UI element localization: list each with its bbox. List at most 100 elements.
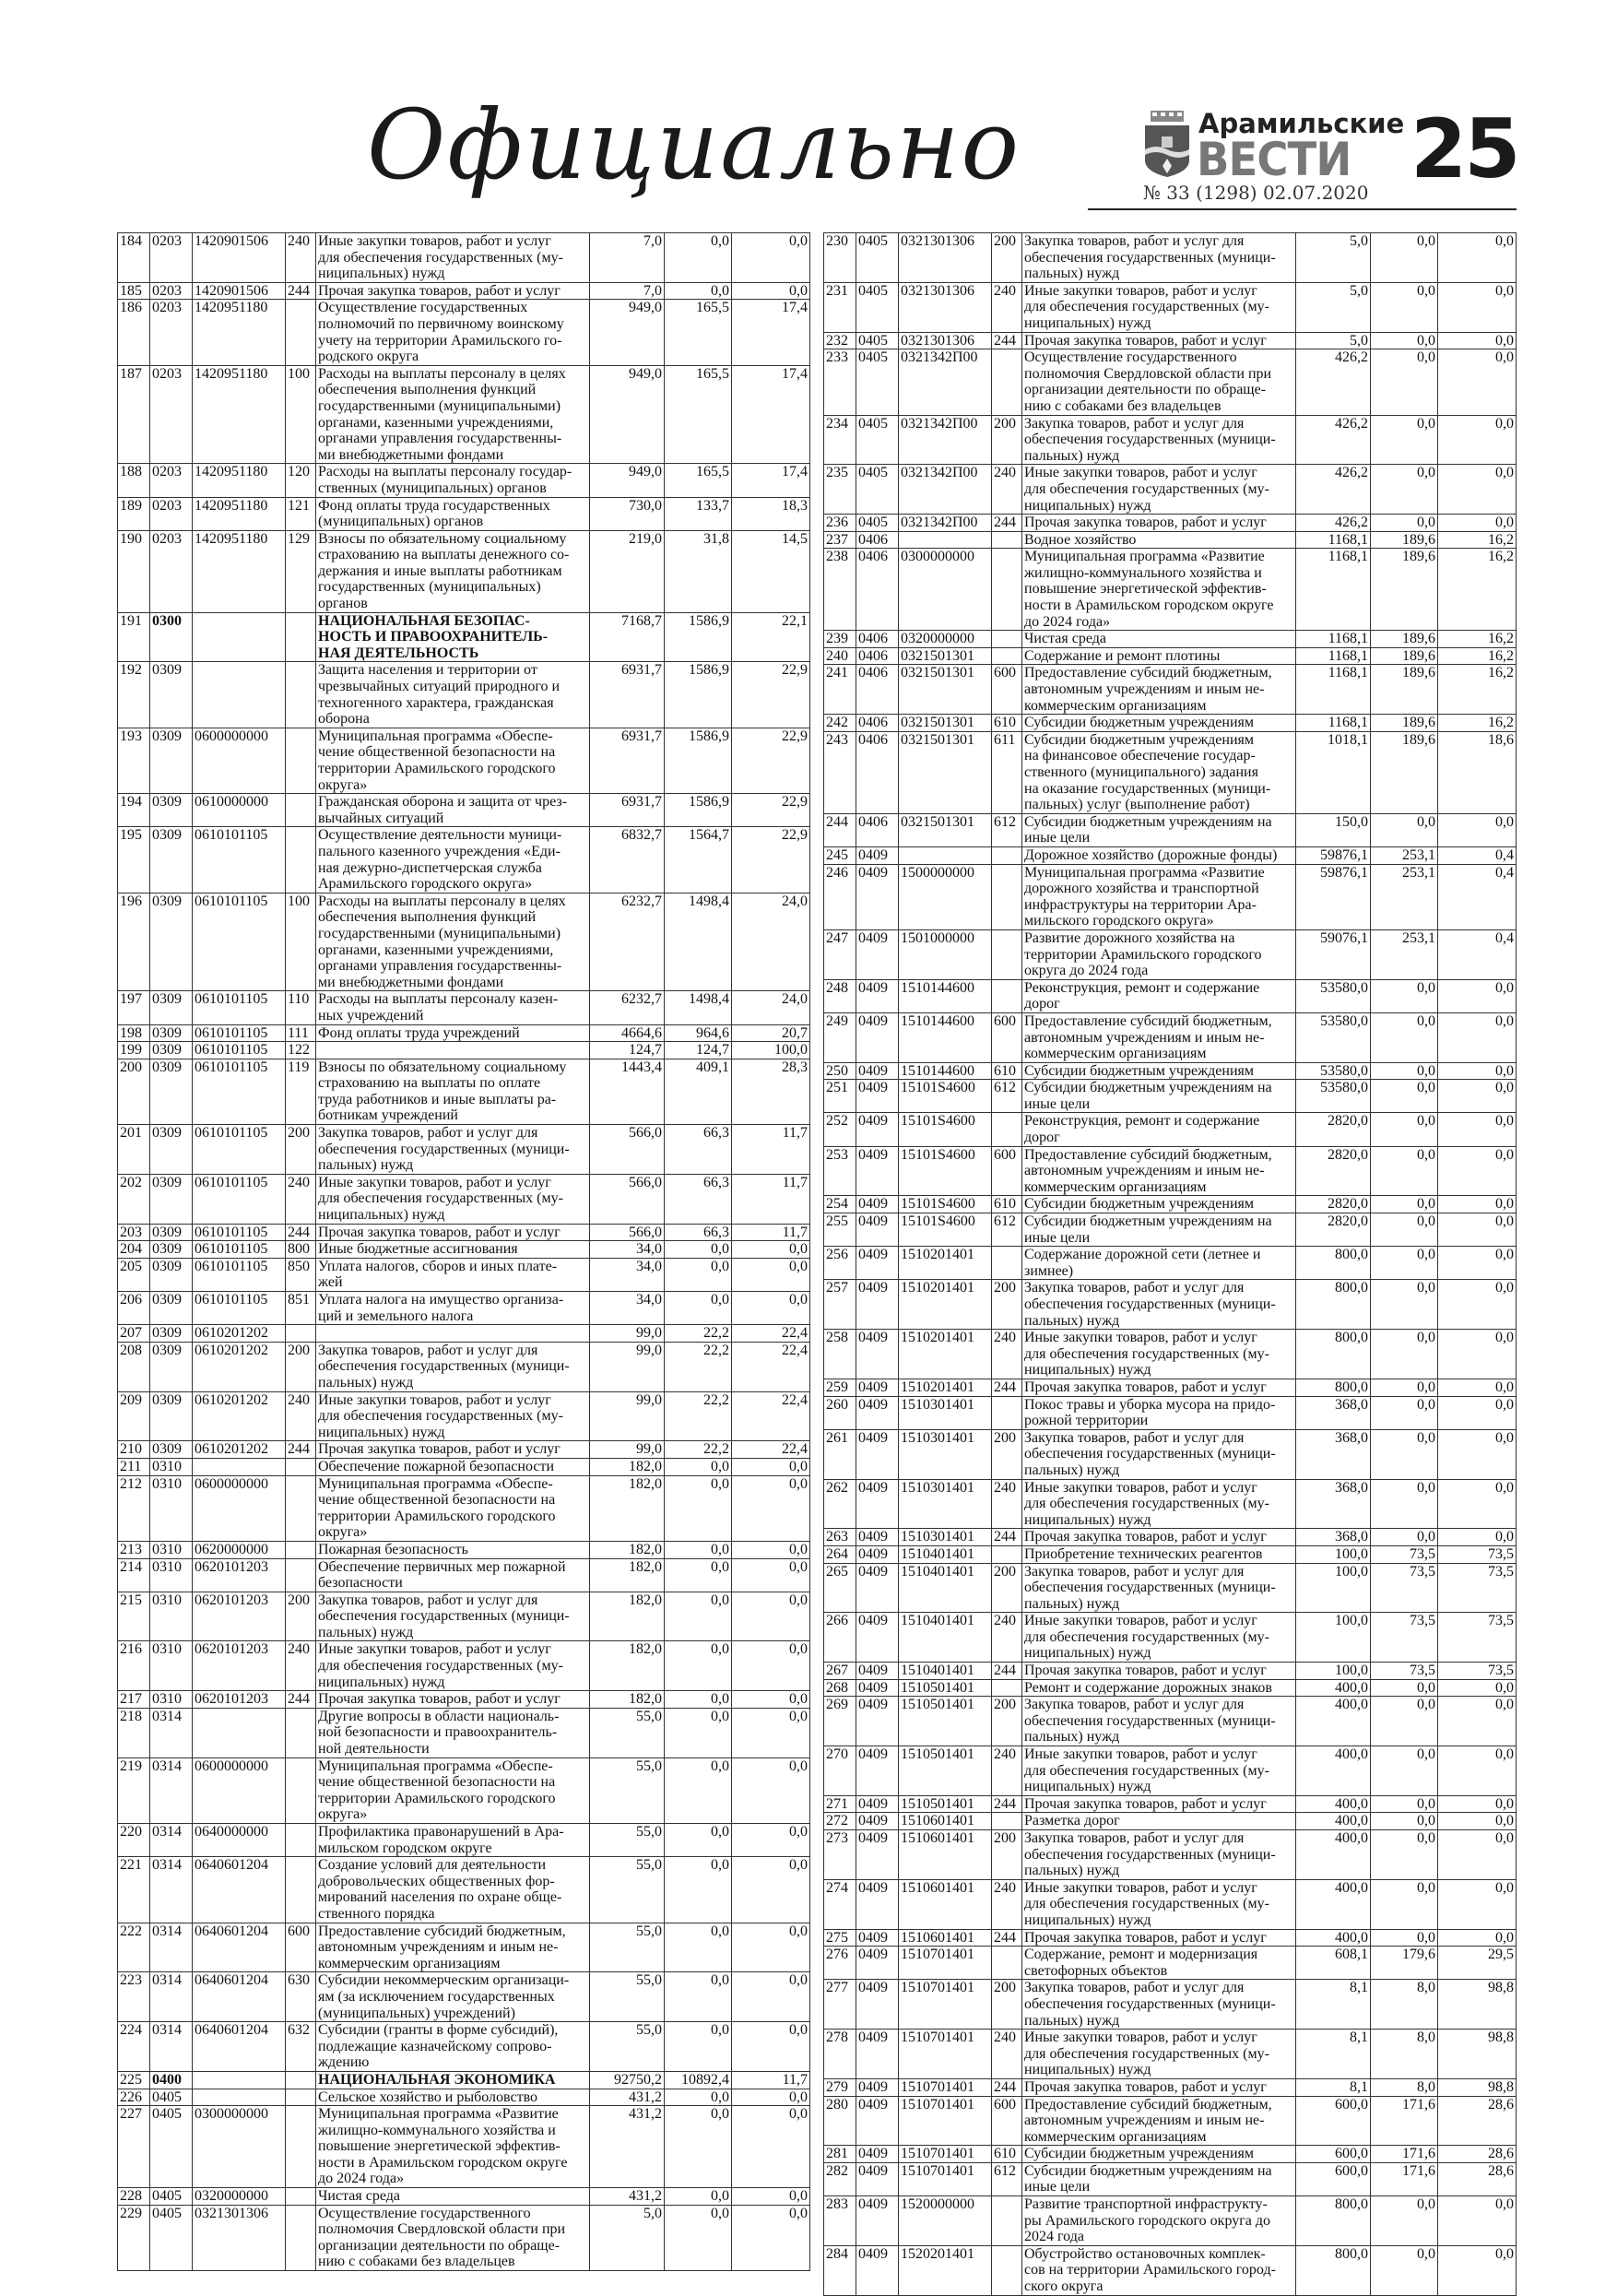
executed-amount: 1586,9 [664,793,732,828]
table-row: 206 0309 0610101105 851 Уплата налога на иму… [117,1290,810,1326]
execution-percent: 0,0 [731,1707,810,1758]
table-row: 228 0405 0320000000 Чистая среда 431,2 0,0 0,0 [117,2187,810,2206]
execution-percent: 24,0 [731,990,810,1025]
row-number: 243 [823,730,856,814]
item-name: Содержание, ремонт и модернизация светоф… [1021,1946,1296,1981]
item-name: Прочая закупка товаров, работ и услуг [1021,331,1296,350]
item-name: Предоставление субсидий бюджетным, автон… [315,1922,590,1973]
executed-amount: 0,0 [1370,414,1438,466]
planned-amount: 368,0 [1295,1395,1371,1430]
row-number: 232 [823,331,856,350]
executed-amount: 0,0 [664,2204,732,2272]
item-name: Субсидии некоммерческим организаци- ям (… [315,1971,590,2023]
row-number: 258 [823,1329,856,1379]
target-article-code: 1510201401 [898,1279,992,1331]
expense-type-code [991,1395,1022,1430]
section-code: 0309 [149,1324,193,1343]
planned-amount: 182,0 [589,1640,665,1692]
item-name: Субсидии бюджетным учреждениям на финанс… [1021,730,1296,814]
table-row: 222 0314 0640601204 600 Предоставление субси… [117,1922,810,1973]
execution-percent: 17,4 [731,463,810,498]
item-name: Муниципальная программа «Обеспе- чение о… [315,727,590,795]
executed-amount: 0,0 [664,1290,732,1326]
planned-amount: 1168,1 [1295,664,1371,716]
target-article-code [192,661,286,728]
execution-percent: 0,0 [1437,281,1517,333]
item-name: Расходы на выплаты персоналу казен- ных … [315,990,590,1025]
expense-type-code [991,548,1022,632]
executed-amount: 0,0 [1370,1246,1438,1281]
executed-amount: 171,6 [1370,2161,1438,2197]
item-name: Обеспечение пожарной безопасности [315,1457,590,1476]
planned-amount: 2820,0 [1295,1195,1371,1214]
expense-type-code [285,1757,316,1825]
planned-amount: 182,0 [589,1540,665,1559]
row-number: 193 [117,727,150,795]
expense-type-code: 240 [285,1391,316,1442]
row-number: 195 [117,826,150,894]
executed-amount: 0,0 [664,1591,732,1642]
item-name: НАЦИОНАЛЬНАЯ ЭКОНОМИКА [315,2070,590,2089]
table-row: 211 0310 Обеспечение пожарной безопасности… [117,1457,810,1476]
item-name: Субсидии бюджетным учреждениям [1021,1195,1296,1214]
row-number: 276 [823,1946,856,1981]
target-article-code: 1510501401 [898,1696,992,1747]
table-row: 258 0409 1510201401 240 Иные закупки товаров… [823,1329,1517,1379]
row-number: 277 [823,1979,856,2030]
execution-percent: 22,1 [731,611,810,663]
planned-amount: 426,2 [1295,414,1371,466]
planned-amount: 59876,1 [1295,846,1371,865]
execution-percent: 0,0 [1437,1829,1517,1880]
executed-amount: 124,7 [664,1041,732,1059]
item-name: Предоставление субсидий бюджетным, автон… [1021,2095,1296,2147]
execution-percent: 0,4 [1437,929,1517,980]
table-row: 244 0406 0321501301 612 Субсидии бюджетным у… [823,812,1517,847]
section-code: 0409 [856,1079,899,1114]
execution-percent: 0,0 [1437,1329,1517,1379]
execution-percent: 0,0 [1437,331,1517,350]
planned-amount: 6232,7 [589,990,665,1025]
table-row: 250 0409 1510144600 610 Субсидии бюджетным у… [823,1061,1517,1081]
execution-percent: 0,0 [731,232,810,283]
section-title: Официально [367,89,1021,201]
target-article-code: 0320000000 [192,2187,286,2206]
item-name: Реконструкция, ремонт и содержание дорог [1021,1112,1296,1147]
section-code: 0409 [856,1528,899,1546]
row-number: 212 [117,1474,150,1542]
planned-amount: 219,0 [589,529,665,613]
item-name: Субсидии (гранты в форме субсидий), подл… [315,2021,590,2072]
item-name: Иные закупки товаров, работ и услуг для … [315,1640,590,1692]
item-name: Иные закупки товаров, работ и услуг для … [1021,1746,1296,1796]
section-code: 0405 [856,464,899,515]
executed-amount: 0,0 [1370,1878,1438,1930]
executed-amount: 0,0 [664,1856,732,1923]
section-code: 0406 [856,630,899,648]
execution-percent: 0,0 [1437,464,1517,515]
row-number: 211 [117,1457,150,1476]
planned-amount: 100,0 [1295,1612,1371,1663]
execution-percent: 0,0 [731,1457,810,1476]
item-name: Закупка товаров, работ и услуг для обесп… [1021,1428,1296,1480]
planned-amount: 1168,1 [1295,646,1371,666]
section-code: 0309 [149,1041,193,1059]
executed-amount: 189,6 [1370,714,1438,732]
section-code: 0309 [149,1173,193,1225]
expense-type-code: 200 [285,1591,316,1642]
item-name: Субсидии бюджетным учреждениям [1021,714,1296,732]
target-article-code: 0321501301 [898,646,992,666]
executed-amount: 0,0 [1370,1928,1438,1947]
executed-amount: 189,6 [1370,730,1438,814]
expense-type-code [285,2088,316,2107]
execution-percent: 11,7 [731,2070,810,2089]
section-code: 0203 [149,529,193,613]
planned-amount: 400,0 [1295,1794,1371,1814]
table-row: 251 0409 15101S4600 612 Субсидии бюджетным у… [823,1079,1517,1114]
target-article-code: 0321501301 [898,730,992,814]
section-code: 0409 [856,2244,899,2296]
item-name: Иные закупки товаров, работ и услуг для … [1021,1612,1296,1663]
planned-amount: 400,0 [1295,1678,1371,1698]
executed-amount: 0,0 [1370,2195,1438,2246]
planned-amount: 949,0 [589,364,665,465]
execution-percent: 0,0 [1437,812,1517,847]
section-code: 0406 [856,548,899,632]
